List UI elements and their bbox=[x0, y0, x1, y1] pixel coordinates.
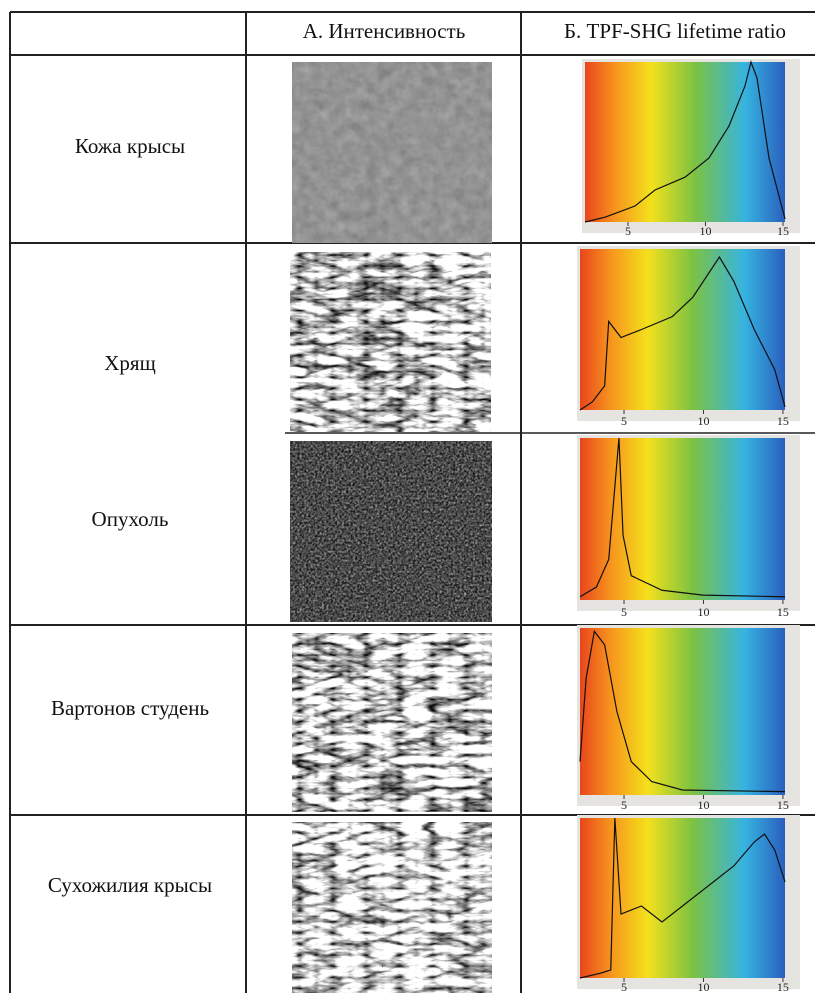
tick-label: 10 bbox=[699, 224, 711, 238]
tick-label: 15 bbox=[777, 605, 789, 619]
table: А. Интенсивность Б. TPF-SHG lifetime rat… bbox=[0, 0, 815, 993]
tick-label: 5 bbox=[621, 980, 627, 993]
intensity-texture bbox=[292, 633, 492, 812]
tick-label: 10 bbox=[697, 414, 709, 428]
tick-label: 15 bbox=[777, 980, 789, 993]
intensity-texture bbox=[290, 252, 491, 432]
tick-label: 15 bbox=[777, 224, 789, 238]
histogram-spectrum bbox=[585, 62, 785, 222]
row-label: Опухоль bbox=[92, 507, 169, 531]
intensity-texture bbox=[292, 822, 492, 993]
row-label: Сухожилия крысы bbox=[48, 873, 212, 897]
tick-label: 5 bbox=[621, 605, 627, 619]
page: А. Интенсивность Б. TPF-SHG lifetime rat… bbox=[0, 0, 815, 993]
tick-label: 10 bbox=[697, 605, 709, 619]
tick-label: 5 bbox=[625, 224, 631, 238]
header-ratio: Б. TPF-SHG lifetime ratio bbox=[564, 19, 786, 43]
tick-label: 5 bbox=[621, 414, 627, 428]
row-label: Хрящ bbox=[104, 351, 156, 375]
tick-label: 15 bbox=[777, 798, 789, 812]
tick-label: 5 bbox=[621, 798, 627, 812]
intensity-texture bbox=[292, 62, 492, 243]
tick-label: 15 bbox=[777, 414, 789, 428]
row-label: Вартонов студень bbox=[51, 696, 209, 720]
tick-label: 10 bbox=[697, 798, 709, 812]
row-label: Кожа крысы bbox=[75, 134, 185, 158]
histogram-spectrum bbox=[580, 628, 785, 795]
header-intensity: А. Интенсивность bbox=[303, 19, 466, 43]
tick-label: 10 bbox=[697, 980, 709, 993]
histogram-spectrum bbox=[580, 438, 785, 600]
intensity-texture bbox=[290, 441, 492, 622]
